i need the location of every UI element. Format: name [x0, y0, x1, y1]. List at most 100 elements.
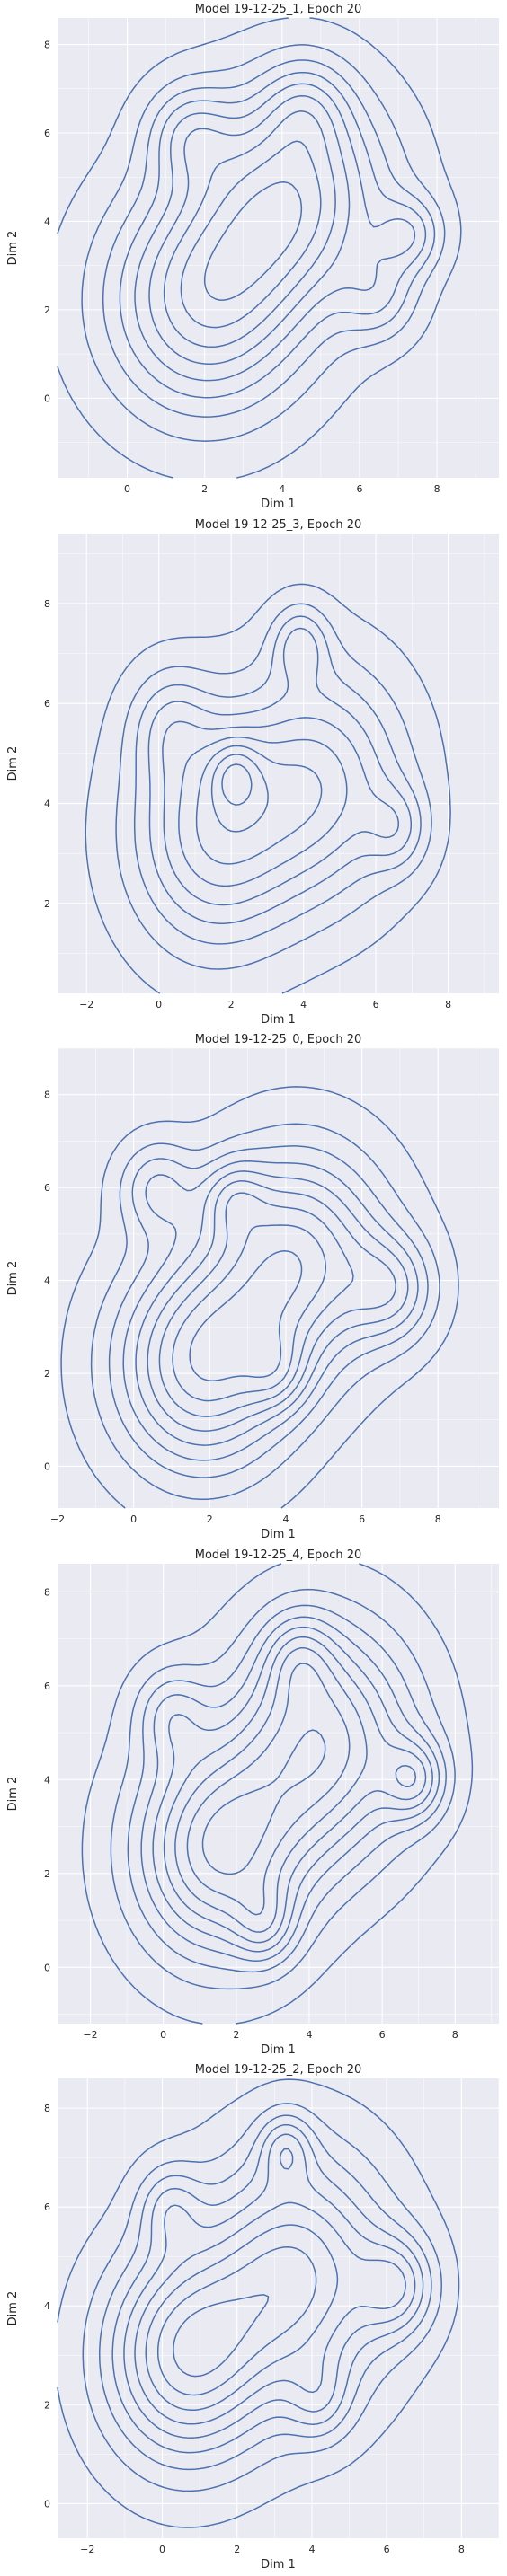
- y-tick-label: 0: [44, 1962, 50, 1973]
- contour-line: [189, 1250, 303, 1382]
- y-tick-label: 2: [44, 897, 50, 909]
- plot-background: [58, 17, 499, 478]
- y-tick-label: 8: [44, 2103, 50, 2114]
- contour-line: [173, 2294, 270, 2378]
- contour-line: [82, 2103, 442, 2492]
- plot-background: [58, 1048, 499, 1509]
- contour-line: [111, 2124, 424, 2454]
- x-tick-label: 2: [228, 999, 235, 1010]
- contour-line: [57, 366, 174, 479]
- x-tick-label: 4: [306, 2029, 312, 2041]
- y-tick-label: 2: [44, 304, 50, 316]
- contour-line: [195, 745, 323, 865]
- chart-2: −2 0 2 4 6 8 2 4 6 8 Model 19-12-25_3, Epoch 20 Dim…: [6, 518, 499, 1027]
- chart-title: Model 19-12-25_2, Epoch 20: [195, 2063, 361, 2077]
- y-tick-label: 8: [44, 1090, 50, 1101]
- y-tick-label: 6: [44, 2202, 50, 2214]
- x-tick-label: 0: [124, 483, 130, 495]
- x-tick-label: 8: [445, 999, 451, 1010]
- x-tick-label: 0: [159, 2544, 165, 2555]
- contour-line: [57, 2078, 460, 2529]
- contour-line: [134, 2202, 406, 2425]
- contour-line: [152, 1626, 433, 1953]
- x-tick-label: 6: [356, 483, 362, 495]
- contour-line: [122, 1160, 419, 1461]
- chart-3: −2 0 2 4 6 8 0 2 4 6 8 Model 19-12-25_0, Epoch 20 Di…: [6, 1033, 499, 1541]
- contour-line: [279, 2148, 294, 2170]
- y-tick-label: 2: [44, 1368, 50, 1380]
- contour-line: [201, 1729, 326, 1875]
- contour-line: [81, 44, 446, 442]
- y-tick-label: 2: [44, 2400, 50, 2412]
- x-tick-label: 6: [379, 2029, 386, 2041]
- x-tick-label: 2: [207, 1513, 213, 1525]
- contour-line: [133, 614, 422, 945]
- plot-background: [58, 2078, 499, 2539]
- x-tick-label: 6: [384, 2544, 390, 2555]
- contour-line: [145, 2224, 339, 2412]
- y-axis-label: Dim 2: [6, 2291, 20, 2326]
- x-tick-label: 8: [434, 483, 440, 495]
- plot-background: [58, 1563, 499, 2024]
- y-tick-label: 6: [44, 698, 50, 710]
- contour-line: [395, 1764, 417, 1787]
- contour-line: [156, 2246, 317, 2396]
- contours: [84, 583, 451, 994]
- grid: [58, 17, 499, 478]
- x-tick-label: 0: [130, 1513, 137, 1525]
- x-tick-label: −2: [79, 999, 93, 1010]
- contour-line: [102, 59, 436, 418]
- y-tick-label: 6: [44, 1182, 50, 1194]
- x-tick-label: 6: [373, 999, 379, 1010]
- contour-line: [163, 1636, 427, 1944]
- contour-line: [127, 1604, 447, 1972]
- contour-line: [180, 140, 322, 329]
- contour-line: [221, 763, 253, 806]
- x-axis-label: Dim 1: [261, 498, 296, 511]
- contours: [60, 1086, 459, 1509]
- x-axis-label: Dim 1: [261, 2043, 296, 2057]
- contour-line: [147, 627, 413, 924]
- contours: [57, 2078, 460, 2529]
- contour-line: [60, 1086, 459, 1509]
- contour-line: [147, 1180, 396, 1433]
- x-tick-label: 8: [458, 2544, 465, 2555]
- grid: [57, 1047, 499, 1509]
- chart-1: 0 2 4 6 8 0 2 4 6 8 Model 19-12-25_1, Epoch 20 Dim …: [6, 3, 499, 511]
- x-tick-label: 8: [452, 2029, 458, 2041]
- contours: [57, 17, 462, 479]
- contour-line: [186, 1663, 351, 1916]
- x-axis-label: Dim 1: [261, 2558, 296, 2572]
- x-tick-label: −2: [50, 1513, 65, 1525]
- x-tick-label: 0: [160, 2029, 166, 2041]
- contour-line: [115, 603, 432, 970]
- chart-4: −2 0 2 4 6 8 0 2 4 6 8 Model 19-12-25_4, Epoch 20 Di…: [6, 1548, 499, 2057]
- chart-title: Model 19-12-25_3, Epoch 20: [195, 518, 361, 532]
- x-tick-label: 6: [359, 1513, 365, 1525]
- contour-line: [98, 2114, 432, 2471]
- contour-line: [162, 716, 399, 905]
- contour-line: [110, 1588, 456, 1989]
- contour-line: [119, 71, 427, 399]
- contour-line: [135, 1170, 409, 1447]
- y-axis-label: Dim 2: [6, 1261, 20, 1296]
- contour-line: [140, 1616, 440, 1962]
- chart-5: −2 0 2 4 6 8 0 2 4 6 8 Model 19-12-25_2, Epoch 20 Di…: [6, 2063, 500, 2572]
- contour-line: [134, 83, 416, 382]
- y-tick-label: 6: [44, 1681, 50, 1692]
- y-axis-label: Dim 2: [6, 231, 20, 266]
- x-tick-label: −2: [83, 2029, 97, 2041]
- y-tick-label: 4: [44, 2301, 50, 2313]
- x-tick-label: 2: [234, 2544, 240, 2555]
- x-axis-label: Dim 1: [261, 1013, 296, 1027]
- y-tick-label: 8: [44, 1586, 50, 1598]
- x-tick-label: 2: [201, 483, 208, 495]
- y-tick-label: 8: [44, 598, 50, 610]
- contour-line: [210, 753, 269, 833]
- contour-line: [148, 95, 351, 366]
- contour-line: [172, 1224, 327, 1402]
- x-tick-label: −2: [80, 2544, 94, 2555]
- x-tick-label: 4: [282, 1513, 289, 1525]
- x-tick-label: 4: [308, 2544, 315, 2555]
- chart-title: Model 19-12-25_1, Epoch 20: [195, 3, 361, 16]
